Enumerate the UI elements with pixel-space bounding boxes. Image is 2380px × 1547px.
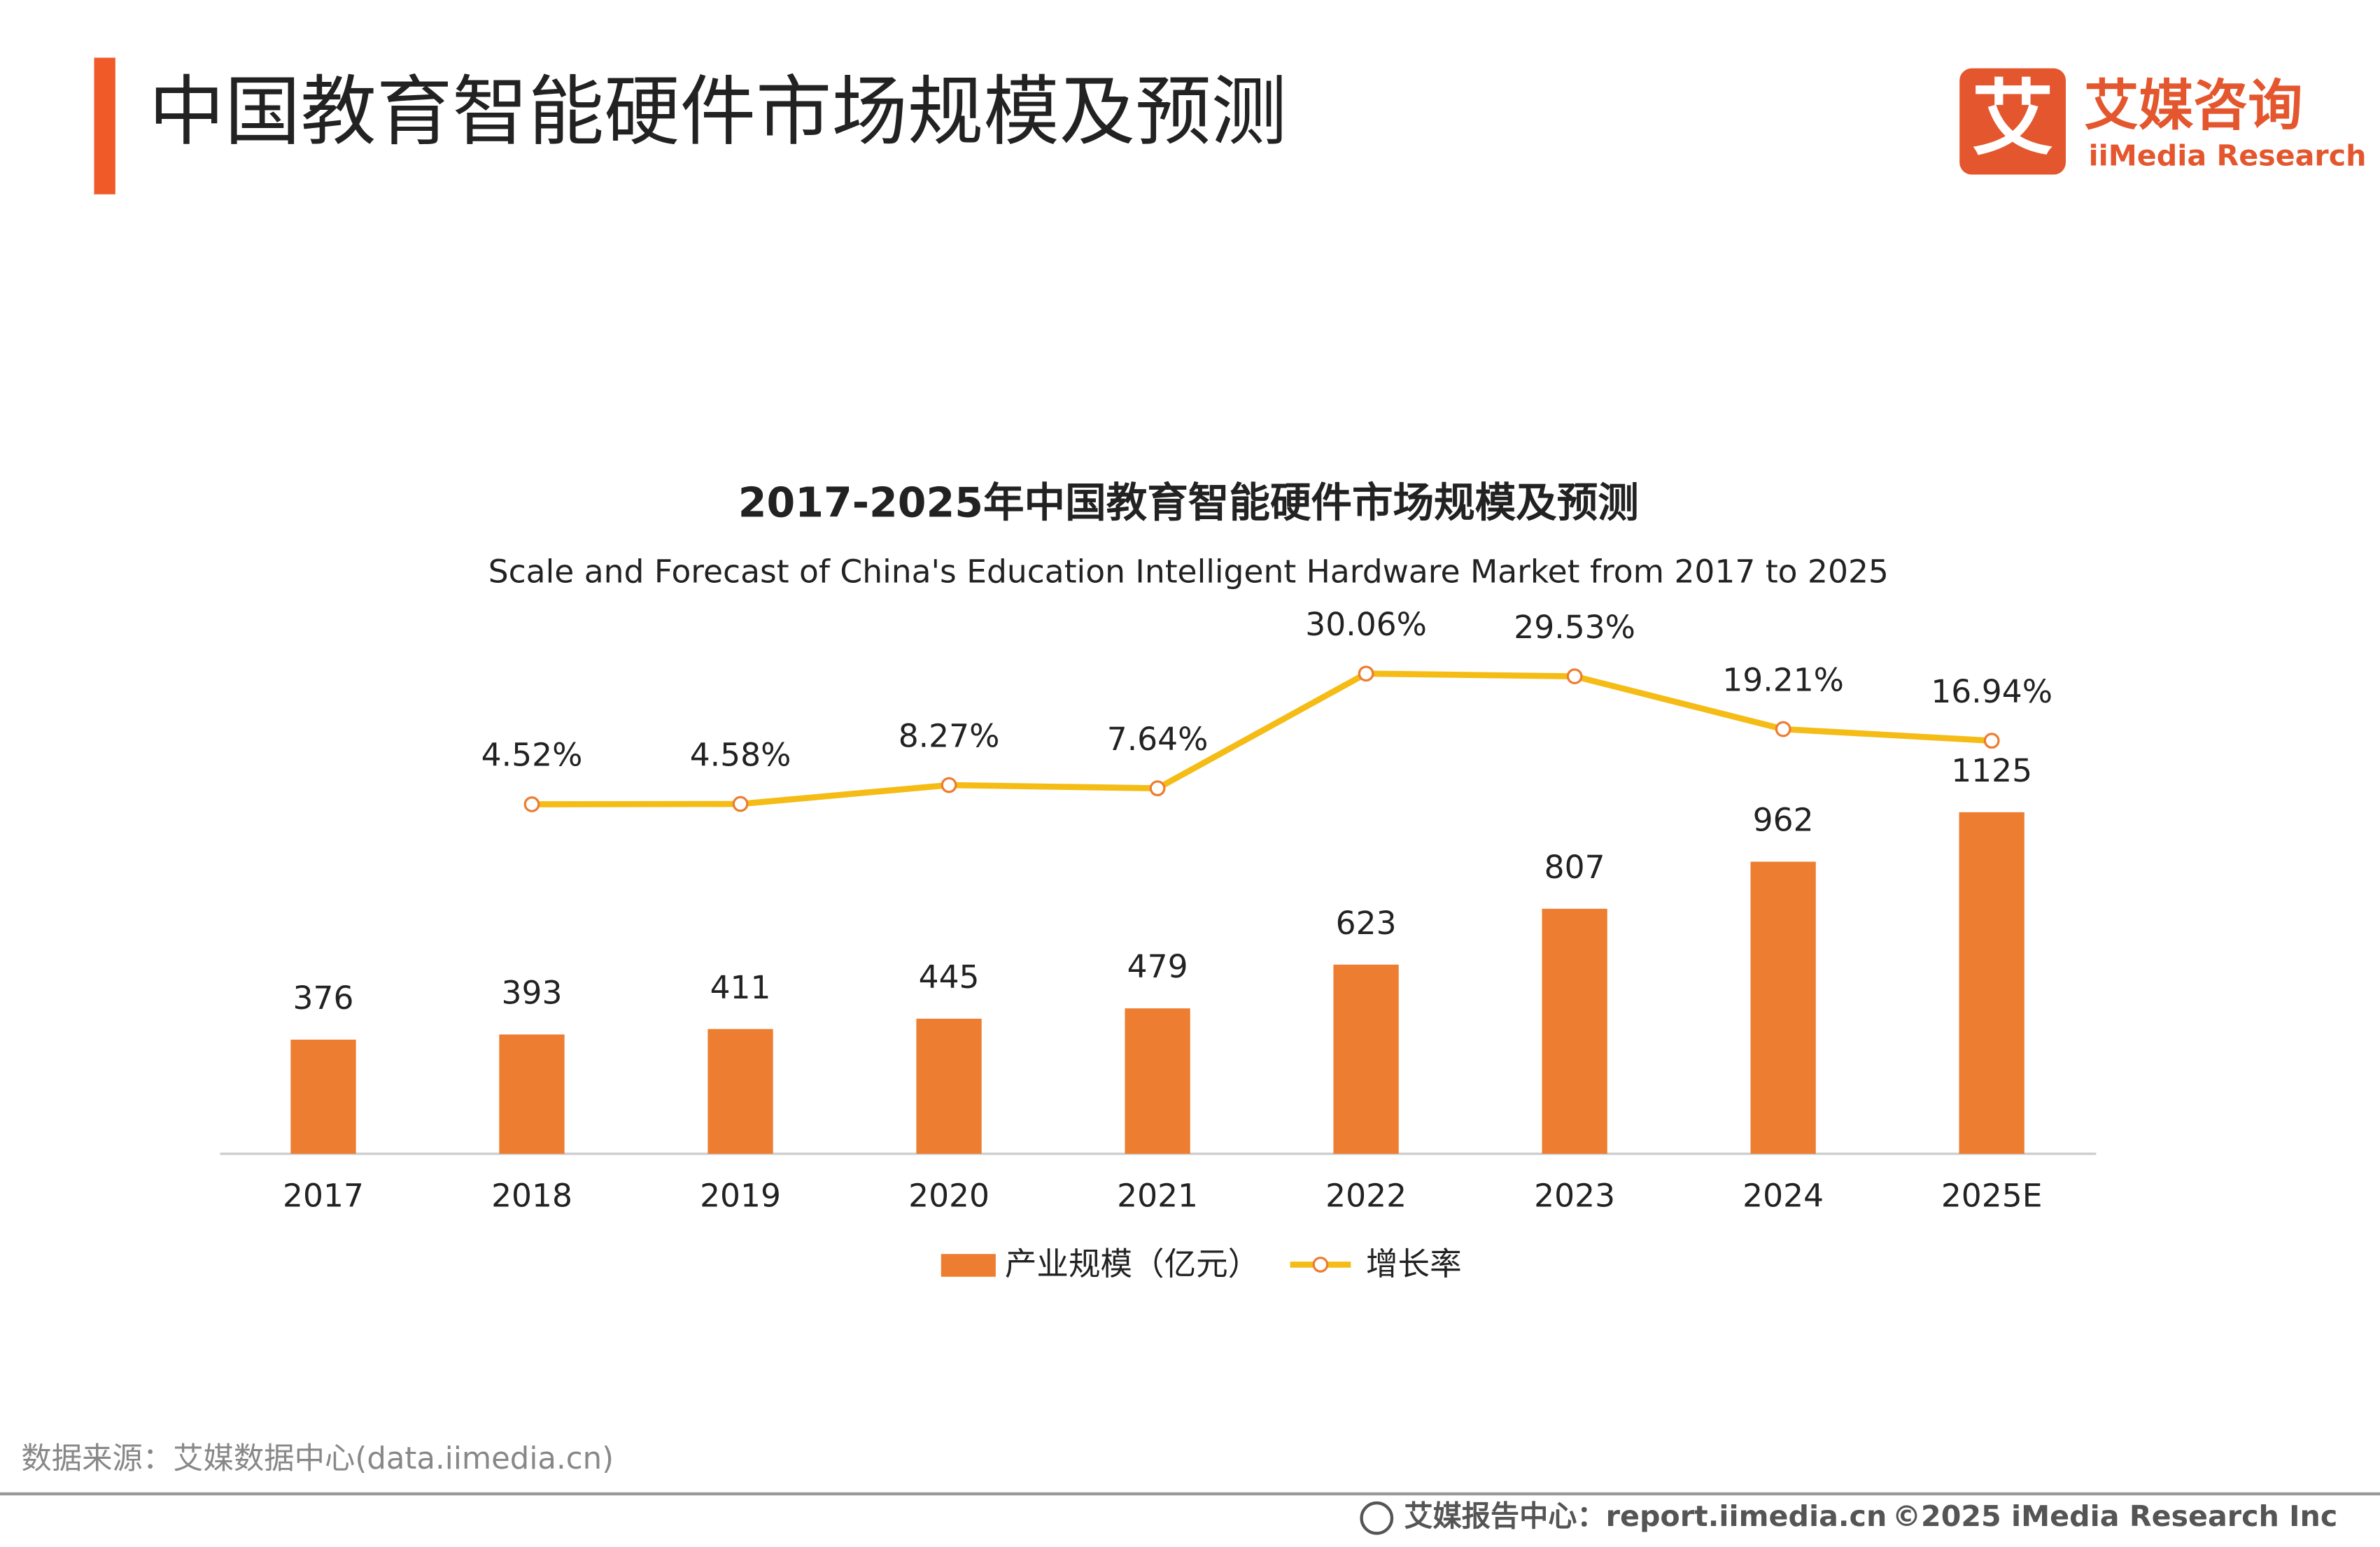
line-label: 29.53% <box>1514 609 1635 646</box>
line-point <box>1775 721 1791 737</box>
line-label: 7.64% <box>1107 721 1209 758</box>
bar-label: 807 <box>1544 849 1605 886</box>
bar <box>1750 861 1816 1154</box>
line-point <box>1149 780 1166 797</box>
bar <box>1959 812 2025 1154</box>
line-label: 4.58% <box>690 736 791 773</box>
line-label: 8.27% <box>899 717 1000 754</box>
x-tick-label: 2020 <box>908 1177 990 1214</box>
x-tick-label: 2018 <box>491 1177 572 1214</box>
line-point <box>1358 665 1374 682</box>
line-label: 19.21% <box>1722 661 1844 698</box>
x-tick-label: 2023 <box>1534 1177 1615 1214</box>
x-tick-label: 2019 <box>700 1177 781 1214</box>
legend-marker <box>1312 1257 1329 1273</box>
chart-subtitle: Scale and Forecast of China's Education … <box>488 553 1889 591</box>
logo-name: 艾媒咨询 <box>2084 75 2302 138</box>
line-point <box>523 796 540 812</box>
line-label: 30.06% <box>1305 606 1427 643</box>
bar <box>1542 908 1607 1154</box>
bar <box>1125 1008 1190 1154</box>
legend-swatch <box>941 1254 996 1277</box>
bar-label: 445 <box>919 959 980 996</box>
x-tick-label: 2017 <box>283 1177 364 1214</box>
line-point <box>941 777 957 793</box>
footer-copyright: ©2025 iMedia Research Inc <box>1892 1499 2337 1533</box>
bar <box>916 1018 982 1154</box>
bar-label: 1125 <box>1951 752 2032 789</box>
logo-sub: iiMedia Research <box>2089 139 2367 173</box>
x-tick-label: 2025E <box>1941 1177 2043 1214</box>
globe-icon <box>1360 1501 1394 1535</box>
x-tick-label: 2022 <box>1325 1177 1407 1214</box>
legend-label: 增长率 <box>1366 1245 1462 1283</box>
line-point <box>1566 668 1583 684</box>
line <box>532 670 1992 807</box>
bar-label: 479 <box>1127 948 1188 985</box>
page-title: 中国教育智能硬件市场规模及预测 <box>149 67 1288 156</box>
logo-box <box>1959 68 2066 175</box>
x-tick-label: 2024 <box>1742 1177 1824 1214</box>
bar <box>707 1029 773 1154</box>
x-tick-label: 2021 <box>1117 1177 1198 1214</box>
logo-mark: 艾 <box>1972 71 2054 167</box>
legend-label: 产业规模（亿元） <box>1005 1245 1260 1283</box>
line-point <box>1983 733 2000 749</box>
bar-label: 623 <box>1336 905 1397 942</box>
source: 数据来源：艾媒数据中心(data.iimedia.cn) <box>21 1441 614 1476</box>
title-accent <box>94 57 115 195</box>
bar-label: 962 <box>1753 802 1814 839</box>
line-label: 16.94% <box>1931 673 2052 710</box>
line-label: 4.52% <box>481 737 583 774</box>
bar <box>499 1034 565 1154</box>
bar-label: 411 <box>710 969 771 1006</box>
bar <box>1333 964 1399 1154</box>
footer-site: 艾媒报告中心：report.iimedia.cn <box>1404 1499 1887 1533</box>
bar-label: 376 <box>293 980 354 1017</box>
chart-title: 2017-2025年中国教育智能硬件市场规模及预测 <box>738 479 1639 527</box>
bar-label: 393 <box>502 975 563 1012</box>
line-point <box>732 796 749 812</box>
bar <box>290 1039 356 1154</box>
